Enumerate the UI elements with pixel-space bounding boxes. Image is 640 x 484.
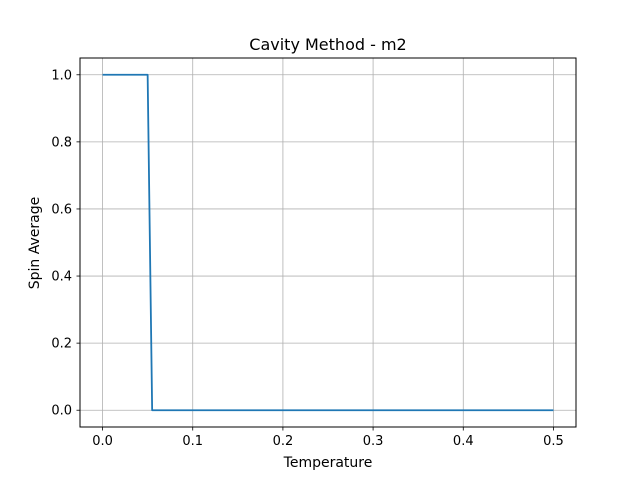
x-axis-label: Temperature [283,455,373,471]
x-tick-label: 0.4 [453,434,474,449]
y-tick-label: 0.4 [51,270,72,285]
grid [80,58,576,427]
chart-title: Cavity Method - m2 [249,35,406,54]
series-layer [102,73,554,412]
y-axis-label: Spin Average [27,197,43,289]
y-tick-label: 0.8 [51,135,72,150]
y-tick-label: 0.6 [51,202,72,217]
x-tick-label: 0.1 [182,434,203,449]
y-tick-label: 0.0 [51,404,72,419]
x-tick-label: 0.2 [273,434,294,449]
plot-area [80,58,576,427]
x-tick-label: 0.0 [92,434,113,449]
y-tick-label: 0.2 [51,337,72,352]
y-axis: 0.0 0.2 0.4 0.6 0.8 1.0 [51,68,80,419]
x-tick-label: 0.3 [363,434,384,449]
x-tick-label: 0.5 [543,434,564,449]
series-line [102,73,554,412]
y-tick-label: 1.0 [51,68,72,83]
axes-frame [79,57,577,428]
x-axis: 0.0 0.1 0.2 0.3 0.4 0.5 [92,427,564,449]
